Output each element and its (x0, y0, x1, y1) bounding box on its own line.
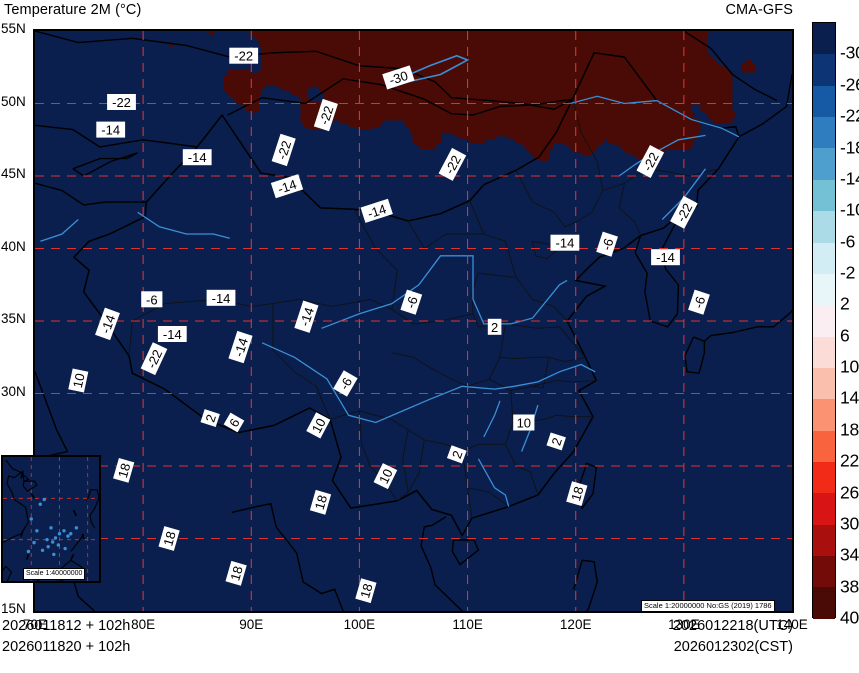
colorbar-band--22--18 (813, 117, 835, 148)
temperature-field-svg: -22-22-30-14-22-22-22 -22-22-14-14-14-14-… (35, 31, 792, 611)
colorbar-tick-2: 2 (840, 294, 850, 315)
lat-tick-50N: 50N (1, 94, 26, 109)
contour-label: -14 (651, 249, 680, 265)
footer-init-utc: 2026011812 + 102h (2, 618, 130, 634)
colorbar-tick--22: -22 (840, 106, 859, 127)
colorbar-band--18--14 (813, 148, 835, 179)
colorbar-band--6--2 (813, 243, 835, 274)
colorbar-tick--2: -2 (840, 262, 855, 283)
colorbar-band--26--22 (813, 86, 835, 117)
model-label: CMA-GFS (725, 2, 793, 18)
map-plot-area[interactable]: -22 -22 -30 -14 -22 -22 -22 -22 -22 -14 -14 -14 -14-… (33, 29, 794, 613)
contour-label: -14 (551, 235, 580, 251)
lat-tick-15N: 15N (1, 601, 26, 616)
footer-valid-utc: 2026012218(UTC) (673, 618, 793, 634)
lat-tick-30N: 30N (1, 384, 26, 399)
colorbar-band-6-10 (813, 337, 835, 368)
lon-tick-90E: 90E (239, 617, 263, 632)
colorbar-band--2-2 (813, 274, 835, 305)
colorbar-tick--30: -30 (840, 43, 859, 64)
colorbar-tick-10: 10 (840, 357, 859, 378)
contour-label: -14 (158, 326, 187, 342)
footer-init-cst: 2026011820 + 102h (2, 639, 130, 655)
contour-label: 2 (488, 319, 502, 335)
lat-tick-40N: 40N (1, 239, 26, 254)
contour-label: -14 (183, 149, 212, 165)
lon-tick-80E: 80E (131, 617, 155, 632)
colorbar[interactable] (812, 22, 836, 618)
colorbar-band-18-22 (813, 431, 835, 462)
contour-label: 10 (513, 415, 534, 431)
colorbar-band-22-26 (813, 462, 835, 493)
main-scale-badge: Scale 1:20000000 No:GS (2019) 1786 (641, 600, 775, 612)
lon-tick-110E: 110E (452, 617, 483, 632)
contour-label: -22 (107, 94, 136, 110)
colorbar-tick-26: 26 (840, 482, 859, 503)
colorbar-band-26-30 (813, 493, 835, 524)
colorbar-tick--6: -6 (840, 231, 855, 252)
colorbar-tick-18: 18 (840, 419, 859, 440)
contour-label: -6 (141, 291, 162, 307)
lat-tick-35N: 35N (1, 311, 26, 326)
contour-label: -14 (207, 290, 236, 306)
colorbar-band-14-18 (813, 399, 835, 430)
colorbar-tick--10: -10 (840, 200, 859, 221)
colorbar-tick--14: -14 (840, 168, 859, 189)
colorbar-tick-22: 22 (840, 451, 859, 472)
contour-label: -22 (229, 48, 258, 64)
colorbar-band--10--6 (813, 211, 835, 242)
page-title: Temperature 2M (°C) (4, 2, 141, 18)
colorbar-band-30-34 (813, 525, 835, 556)
colorbar-band-34-38 (813, 556, 835, 587)
colorbar-tick-38: 38 (840, 576, 859, 597)
colorbar-band-38-42 (813, 587, 835, 618)
colorbar-tick-30: 30 (840, 513, 859, 534)
contour-label: -14 (96, 122, 125, 138)
colorbar-tick-14: 14 (840, 388, 859, 409)
weather-map-page: Temperature 2M (°C) CMA-GFS -22 -22 -30 -14… (0, 0, 859, 673)
lon-tick-120E: 120E (560, 617, 592, 632)
inset-scale-badge: Scale 1:40000000 (23, 568, 85, 580)
south-china-sea-inset[interactable]: Scale 1:40000000 (1, 455, 101, 583)
colorbar-band--34--30 (813, 23, 835, 54)
colorbar-tick-6: 6 (840, 325, 850, 346)
lat-tick-55N: 55N (1, 21, 26, 36)
colorbar-tick--18: -18 (840, 137, 859, 158)
colorbar-band--14--10 (813, 180, 835, 211)
colorbar-tick-40: 40 (840, 608, 859, 629)
colorbar-band-2-6 (813, 305, 835, 336)
colorbar-band-10-14 (813, 368, 835, 399)
lon-tick-100E: 100E (344, 617, 376, 632)
colorbar-tick--26: -26 (840, 74, 859, 95)
lat-tick-45N: 45N (1, 166, 26, 181)
colorbar-band--30--26 (813, 54, 835, 85)
colorbar-tick-34: 34 (840, 545, 859, 566)
footer-valid-cst: 2026012302(CST) (674, 639, 793, 655)
